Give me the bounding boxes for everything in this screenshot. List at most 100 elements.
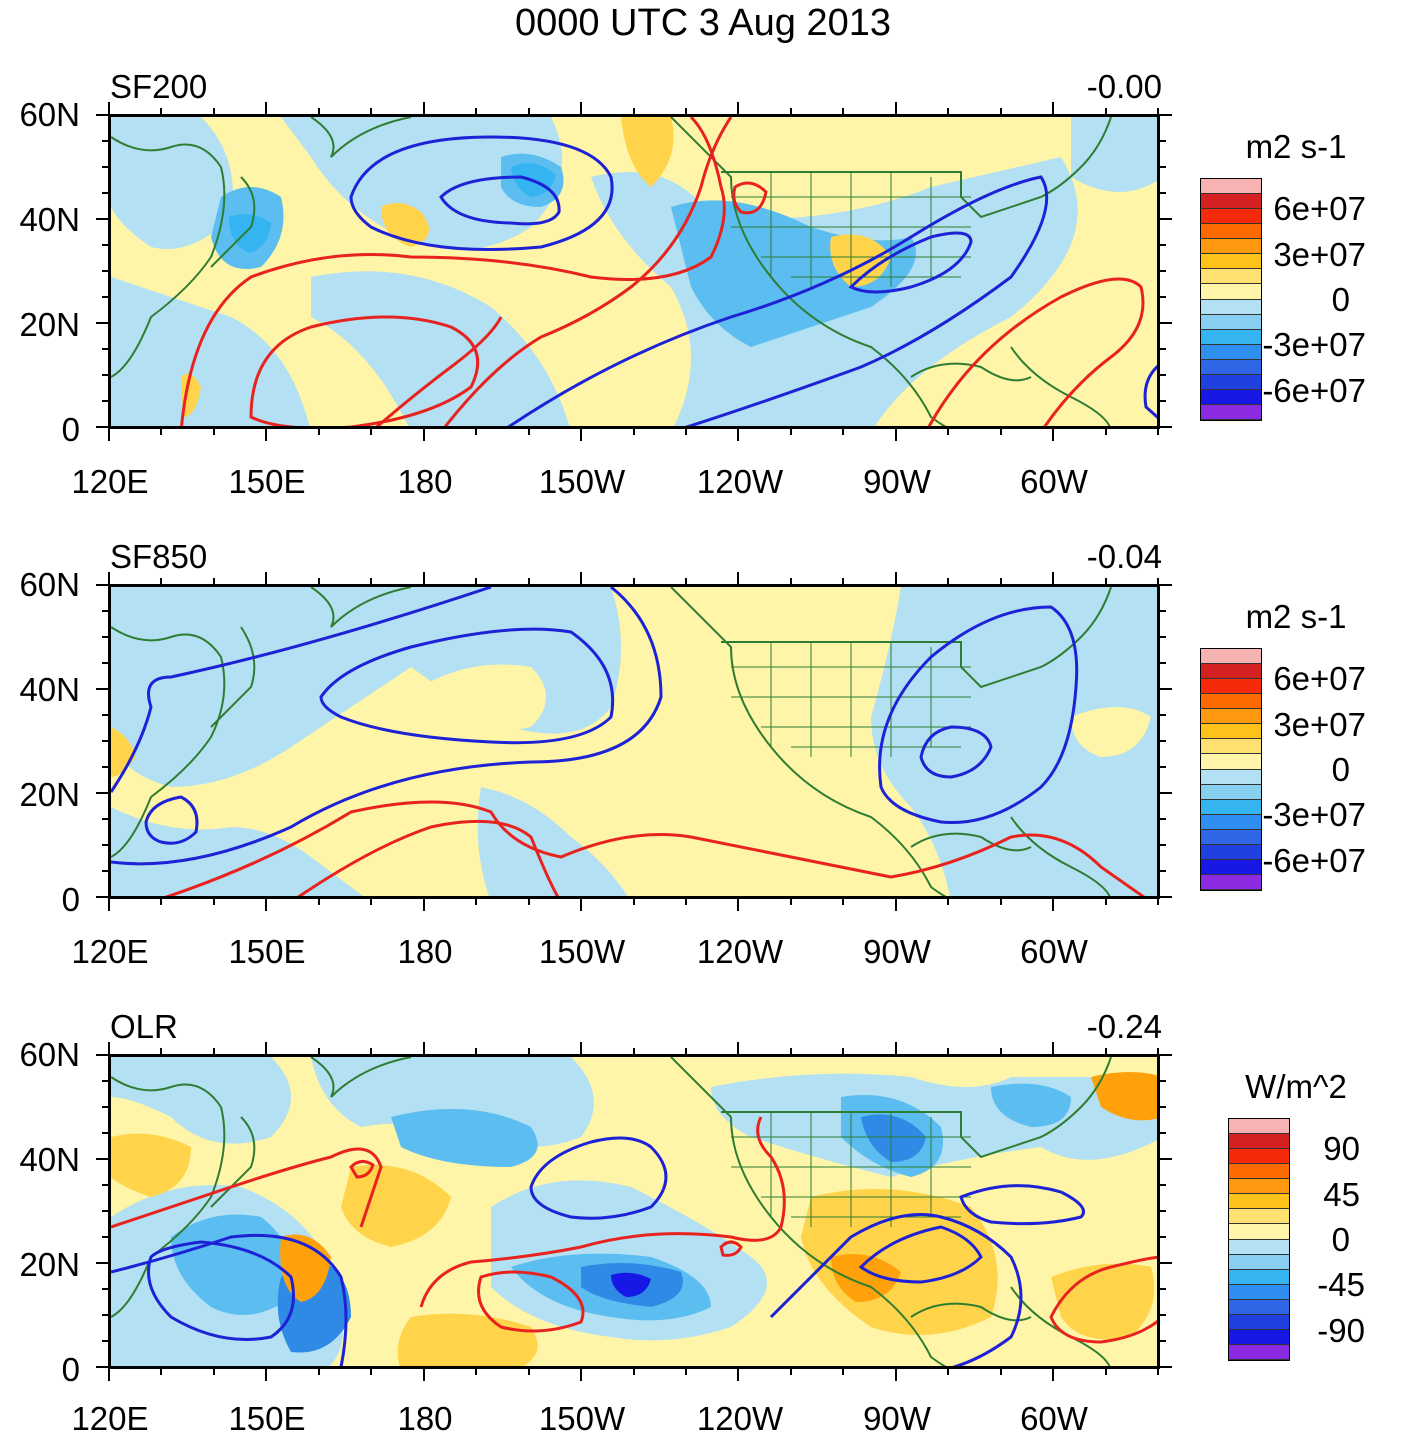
x-tick xyxy=(684,429,687,435)
colorbar xyxy=(1200,178,1262,421)
contour-negative xyxy=(349,135,614,251)
x-label: 150E xyxy=(228,463,306,500)
y-tick xyxy=(102,1236,108,1238)
y-tick xyxy=(102,1314,108,1316)
x-tick xyxy=(212,1048,215,1054)
y-tick xyxy=(1160,688,1172,690)
colorbar-label: -3e+07 xyxy=(1262,326,1366,363)
shade-positive xyxy=(181,373,201,417)
x-label: 180 xyxy=(397,1400,453,1437)
colorbar-swatch xyxy=(1201,314,1261,330)
y-tick xyxy=(1160,766,1166,768)
y-tick xyxy=(1160,714,1166,716)
colorbar-swatch xyxy=(1229,1269,1289,1285)
y-tick xyxy=(102,192,108,194)
contour-negative xyxy=(848,231,973,294)
x-tick xyxy=(422,102,425,114)
shade-negative xyxy=(871,587,1157,896)
x-tick xyxy=(475,578,478,584)
contour-negative xyxy=(111,587,663,866)
x-label: 90W xyxy=(863,1400,931,1437)
colorbar-swatch xyxy=(1229,1329,1289,1345)
y-tick xyxy=(1160,584,1172,586)
colorbar-swatch xyxy=(1201,194,1261,210)
x-tick xyxy=(947,578,950,584)
y-tick xyxy=(102,400,108,402)
y-tick xyxy=(96,584,108,586)
x-tick xyxy=(265,1042,268,1054)
shade-negative xyxy=(671,200,916,347)
map-sf850 xyxy=(108,584,1160,899)
x-tick xyxy=(580,899,583,911)
y-label: 40N xyxy=(19,201,80,238)
shade-positive xyxy=(621,117,674,187)
y-tick xyxy=(102,244,108,246)
y-tick xyxy=(96,896,108,898)
x-tick xyxy=(632,1048,635,1054)
y-tick xyxy=(96,426,108,428)
x-label: 150E xyxy=(228,933,306,970)
x-tick xyxy=(684,1048,687,1054)
colorbar-swatch xyxy=(1229,1314,1289,1330)
colorbar-swatch xyxy=(1229,1149,1289,1165)
shade-positive xyxy=(111,1133,191,1197)
x-tick xyxy=(737,1369,740,1381)
y-tick xyxy=(102,818,108,820)
x-tick xyxy=(1052,1369,1055,1381)
x-label: 150W xyxy=(538,1400,626,1437)
x-tick xyxy=(842,1369,845,1375)
shade-negative xyxy=(111,807,363,896)
x-tick xyxy=(947,899,950,905)
colorbar-title: m2 s-1 xyxy=(1245,128,1347,165)
y-tick xyxy=(1160,818,1166,820)
colorbar-swatch xyxy=(1201,784,1261,800)
x-tick xyxy=(108,102,110,114)
x-tick xyxy=(789,1369,792,1375)
y-tick xyxy=(1160,374,1166,376)
x-tick xyxy=(1104,578,1107,584)
colorbar-label: -6e+07 xyxy=(1262,372,1366,409)
x-tick xyxy=(999,429,1002,435)
x-label: 120W xyxy=(696,933,784,970)
shade-negative xyxy=(391,1109,538,1167)
x-tick xyxy=(422,1042,425,1054)
x-label: 150W xyxy=(538,933,626,970)
colorbar-label: 6e+07 xyxy=(1273,190,1366,227)
y-tick xyxy=(96,688,108,690)
x-tick xyxy=(265,1369,268,1381)
x-tick xyxy=(370,108,373,114)
colorbar-label: 45 xyxy=(1323,1176,1360,1213)
y-tick xyxy=(102,166,108,168)
y-tick xyxy=(1160,1236,1166,1238)
shade-negative xyxy=(281,117,563,250)
x-tick xyxy=(894,572,897,584)
x-tick xyxy=(894,1042,897,1054)
panel-label: SF850 xyxy=(110,538,208,575)
x-tick xyxy=(1052,899,1055,911)
y-label: 20N xyxy=(19,776,80,813)
y-tick xyxy=(102,870,108,872)
x-tick xyxy=(422,899,425,911)
x-label: 180 xyxy=(397,933,453,970)
shade-negative xyxy=(861,1114,926,1162)
x-label: 150E xyxy=(228,1400,306,1437)
contour-positive xyxy=(349,1160,375,1179)
colorbar-swatch xyxy=(1201,754,1261,770)
contour-positive xyxy=(180,117,726,426)
shade-positive xyxy=(341,1165,451,1247)
x-label: 90W xyxy=(863,463,931,500)
x-tick xyxy=(894,429,897,441)
x-tick xyxy=(160,108,163,114)
x-tick xyxy=(632,899,635,905)
colorbar-swatch xyxy=(1201,269,1261,285)
y-tick xyxy=(1160,322,1172,324)
y-tick xyxy=(102,1106,108,1108)
colorbar-swatch xyxy=(1201,329,1261,345)
x-tick xyxy=(317,1048,320,1054)
x-tick xyxy=(1157,578,1159,584)
contour-negative xyxy=(529,1136,668,1220)
colorbar-swatch xyxy=(1201,874,1261,890)
colorbar-swatch xyxy=(1201,709,1261,725)
colorbar-swatch xyxy=(1201,389,1261,405)
x-tick xyxy=(265,429,268,441)
